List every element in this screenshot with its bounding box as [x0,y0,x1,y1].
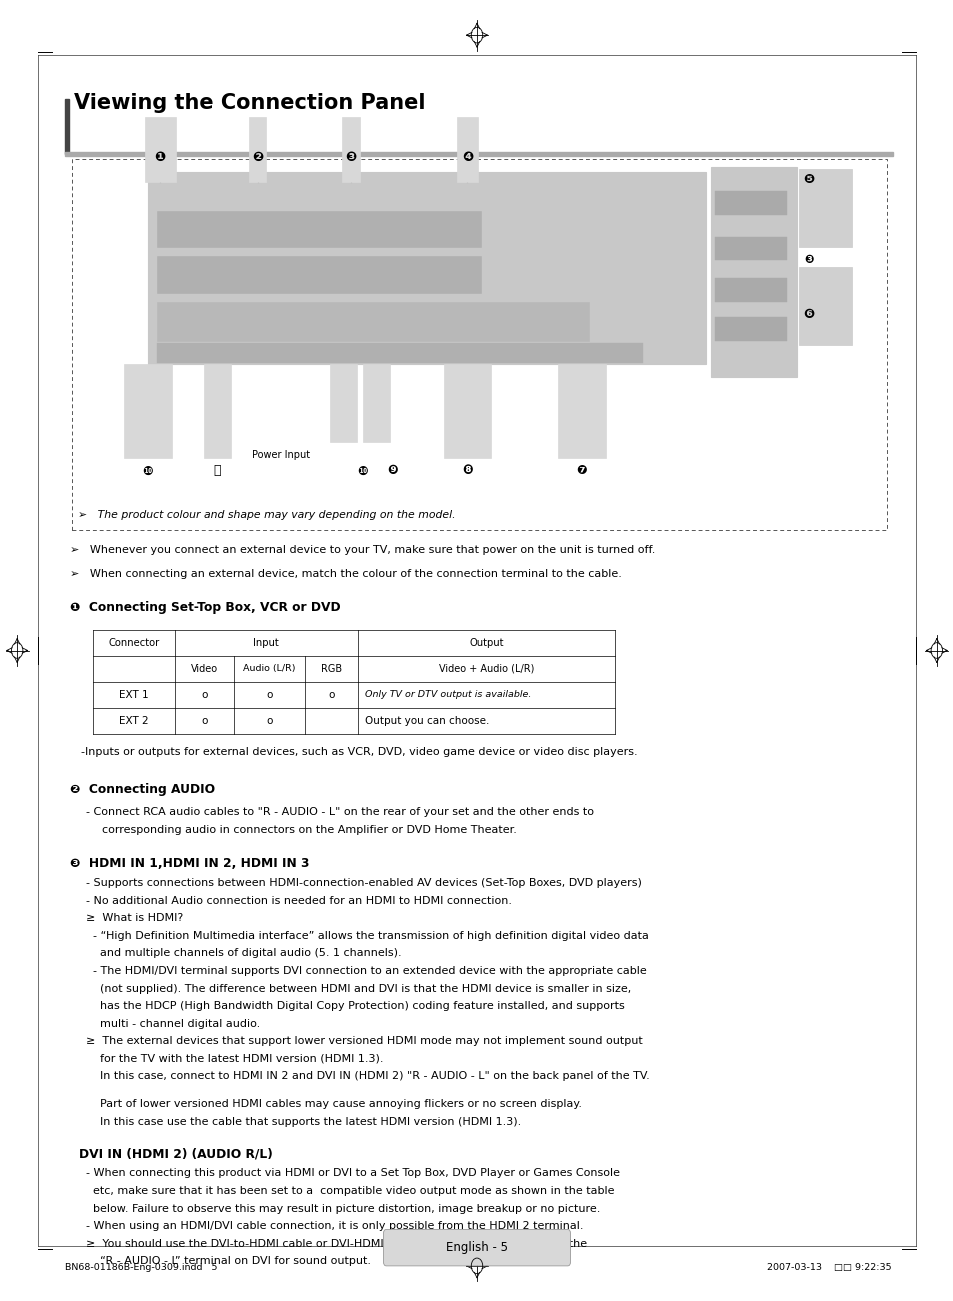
Bar [710,167,796,377]
Bar [145,117,175,182]
Bar [443,364,491,458]
Text: ❹: ❹ [461,151,473,164]
Text: corresponding audio in connectors on the Amplifier or DVD Home Theater.: corresponding audio in connectors on the… [95,825,517,835]
Text: - When using an HDMI/DVI cable connection, it is only possible from the HDMI 2 t: - When using an HDMI/DVI cable connectio… [79,1222,583,1231]
Text: Connector: Connector [109,637,159,648]
Text: 2007-03-13    □□ 9:22:35: 2007-03-13 □□ 9:22:35 [766,1263,891,1272]
Text: Video: Video [191,664,217,674]
Bar [363,364,390,442]
Text: ❾: ❾ [387,464,398,477]
Text: ➢   When connecting an external device, match the colour of the connection termi: ➢ When connecting an external device, ma… [70,569,620,579]
Bar [799,169,851,247]
Text: Power Input: Power Input [253,450,310,461]
Text: ❶  Connecting Set-Top Box, VCR or DVD: ❶ Connecting Set-Top Box, VCR or DVD [70,601,340,614]
Text: BN68-01186B-Eng-0309.indd   5: BN68-01186B-Eng-0309.indd 5 [65,1263,217,1272]
Text: ❸: ❸ [803,255,813,265]
Bar [715,191,786,215]
Text: ❺: ❺ [802,173,814,186]
Text: ❸: ❸ [345,151,356,164]
Text: Only TV or DTV output is available.: Only TV or DTV output is available. [365,691,531,699]
Bar [157,343,641,363]
Text: ❷: ❷ [252,151,263,164]
Text: Input: Input [253,637,278,648]
Bar [65,99,69,154]
Text: Viewing the Connection Panel: Viewing the Connection Panel [74,94,425,113]
Bar [65,152,892,156]
Text: ➢   The product colour and shape may vary depending on the model.: ➢ The product colour and shape may vary … [78,510,456,520]
Text: In this case, connect to HDMI IN 2 and DVI IN (HDMI 2) "R - AUDIO - L" on the ba: In this case, connect to HDMI IN 2 and D… [79,1072,649,1081]
Bar [71,159,886,530]
Text: o: o [266,690,273,700]
Text: Part of lower versioned HDMI cables may cause annoying flickers or no screen dis: Part of lower versioned HDMI cables may … [79,1099,581,1110]
Text: Audio (L/R): Audio (L/R) [243,665,295,673]
FancyBboxPatch shape [383,1229,570,1266]
Text: In this case use the cable that supports the latest HDMI version (HDMI 1.3).: In this case use the cable that supports… [79,1118,521,1127]
Text: has the HDCP (High Bandwidth Digital Copy Protection) coding feature installed, : has the HDCP (High Bandwidth Digital Cop… [79,1002,624,1011]
Text: Video + Audio (L/R): Video + Audio (L/R) [438,664,534,674]
Text: o: o [266,716,273,726]
Text: ❸  HDMI IN 1,HDMI IN 2, HDMI IN 3: ❸ HDMI IN 1,HDMI IN 2, HDMI IN 3 [70,857,309,870]
Bar [715,237,786,260]
Text: -Inputs or outputs for external devices, such as VCR, DVD, video game device or : -Inputs or outputs for external devices,… [81,747,637,757]
Bar [148,172,705,364]
Bar [558,364,605,458]
Bar [715,317,786,341]
Text: ❻: ❻ [802,308,814,321]
Bar [157,211,480,247]
Text: o: o [201,716,207,726]
Text: English - 5: English - 5 [446,1241,507,1254]
Text: ❿: ❿ [356,464,368,477]
Text: EXT 1: EXT 1 [119,690,149,700]
Text: - When connecting this product via HDMI or DVI to a Set Top Box, DVD Player or G: - When connecting this product via HDMI … [79,1168,619,1179]
Text: ❿: ❿ [142,464,153,477]
Bar [157,302,588,341]
Text: (not supplied). The difference between HDMI and DVI is that the HDMI device is s: (not supplied). The difference between H… [79,984,631,994]
Text: etc, make sure that it has been set to a  compatible video output mode as shown : etc, make sure that it has been set to a… [79,1187,614,1196]
Bar [715,278,786,302]
Text: - No additional Audio connection is needed for an HDMI to HDMI connection.: - No additional Audio connection is need… [79,896,512,905]
Text: Output you can choose.: Output you can choose. [365,716,489,726]
Text: Output: Output [469,637,503,648]
Text: ❼: ❼ [576,464,587,477]
Text: multi - channel digital audio.: multi - channel digital audio. [79,1019,260,1029]
Text: DVI IN (HDMI 2) (AUDIO R/L): DVI IN (HDMI 2) (AUDIO R/L) [79,1147,273,1160]
Text: EXT 2: EXT 2 [119,716,149,726]
Text: and multiple channels of digital audio (5. 1 channels).: and multiple channels of digital audio (… [79,948,401,959]
Text: - Supports connections between HDMI-connection-enabled AV devices (Set-Top Boxes: - Supports connections between HDMI-conn… [79,878,641,889]
Bar [330,364,356,442]
Text: ❽: ❽ [461,464,473,477]
Bar [157,256,480,293]
Text: - “High Definition Multimedia interface” allows the transmission of high definit: - “High Definition Multimedia interface”… [79,932,648,941]
Text: below. Failure to observe this may result in picture distortion, image breakup o: below. Failure to observe this may resul… [79,1203,600,1214]
Text: ➢   Whenever you connect an external device to your TV, make sure that power on : ➢ Whenever you connect an external devic… [70,545,655,556]
Bar [456,117,477,182]
Bar [204,364,231,458]
Bar [124,364,172,458]
Text: - The HDMI/DVI terminal supports DVI connection to an extended device with the a: - The HDMI/DVI terminal supports DVI con… [79,967,646,976]
Text: ⓫: ⓫ [213,464,221,477]
Text: - Connect RCA audio cables to "R - AUDIO - L" on the rear of your set and the ot: - Connect RCA audio cables to "R - AUDIO… [86,807,593,817]
Bar [342,117,359,182]
Bar [249,117,266,182]
Bar [799,267,851,345]
Text: ≥  You should use the DVI-to-HDMI cable or DVI-HDMI Adapter for the connection, : ≥ You should use the DVI-to-HDMI cable o… [79,1239,587,1249]
Text: “R - AUDIO - L” terminal on DVI for sound output.: “R - AUDIO - L” terminal on DVI for soun… [79,1257,371,1266]
Text: ≥  What is HDMI?: ≥ What is HDMI? [79,913,183,924]
Text: ≥  The external devices that support lower versioned HDMI mode may not implement: ≥ The external devices that support lowe… [79,1037,642,1046]
Text: RGB: RGB [320,664,342,674]
Text: ❷  Connecting AUDIO: ❷ Connecting AUDIO [70,783,214,796]
Text: ❶: ❶ [154,151,166,164]
Text: o: o [201,690,207,700]
Text: for the TV with the latest HDMI version (HDMI 1.3).: for the TV with the latest HDMI version … [79,1054,383,1064]
Text: o: o [328,690,335,700]
